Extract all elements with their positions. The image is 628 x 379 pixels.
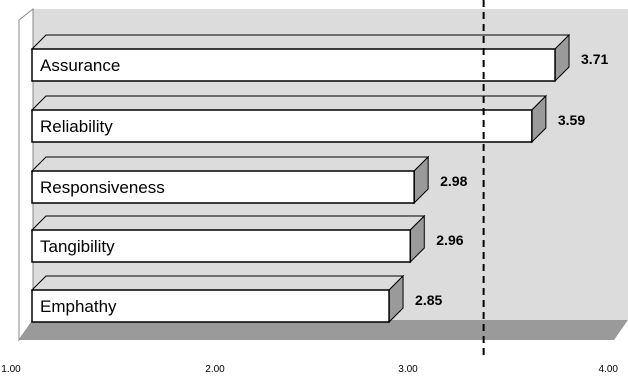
- bar-front-face: [31, 289, 390, 323]
- bar-value-label: 2.85: [415, 292, 442, 308]
- bar-category-label: Responsiveness: [40, 178, 165, 197]
- bar-front-face: [31, 229, 412, 263]
- bar-value-label: 2.96: [436, 232, 463, 248]
- bar-category-label: Emphathy: [40, 297, 117, 316]
- bar-category-label: Tangibility: [40, 237, 115, 256]
- bar-emphathy: [30, 274, 405, 324]
- x-tick-label: 2.00: [205, 364, 225, 375]
- chart-labels: Assurance 3.71 Reliability 3.59 Responsivene…: [40, 51, 608, 316]
- chart-side-wall: [18, 7, 34, 342]
- bar-top-face: [30, 215, 426, 231]
- bar-top-face: [30, 95, 548, 111]
- bar-category-label: Assurance: [40, 56, 120, 75]
- bar-top-face: [30, 275, 405, 291]
- bar-assurance: [30, 33, 571, 83]
- bar-value-label: 3.59: [558, 112, 585, 128]
- x-tick-label: 4.00: [599, 364, 619, 375]
- bar-front-face: [31, 48, 556, 82]
- bar-responsiveness: [30, 155, 430, 205]
- bar-category-label: Reliability: [40, 117, 113, 136]
- chart-floor: [19, 320, 628, 340]
- bar-value-label: 3.71: [581, 51, 608, 67]
- chart-bars: [30, 33, 571, 324]
- x-tick-label: 1.00: [1, 364, 21, 375]
- bar-front-face: [31, 170, 415, 204]
- bar-value-label: 2.98: [440, 173, 467, 189]
- bar-tangibility: [30, 214, 426, 264]
- bar-front-face: [31, 109, 533, 143]
- bar-top-face: [30, 34, 571, 50]
- x-axis-ticks: 1.00 2.00 3.00 4.00: [1, 364, 618, 375]
- bar-top-face: [30, 156, 430, 172]
- bar-reliability: [30, 94, 548, 144]
- x-tick-label: 3.00: [398, 364, 418, 375]
